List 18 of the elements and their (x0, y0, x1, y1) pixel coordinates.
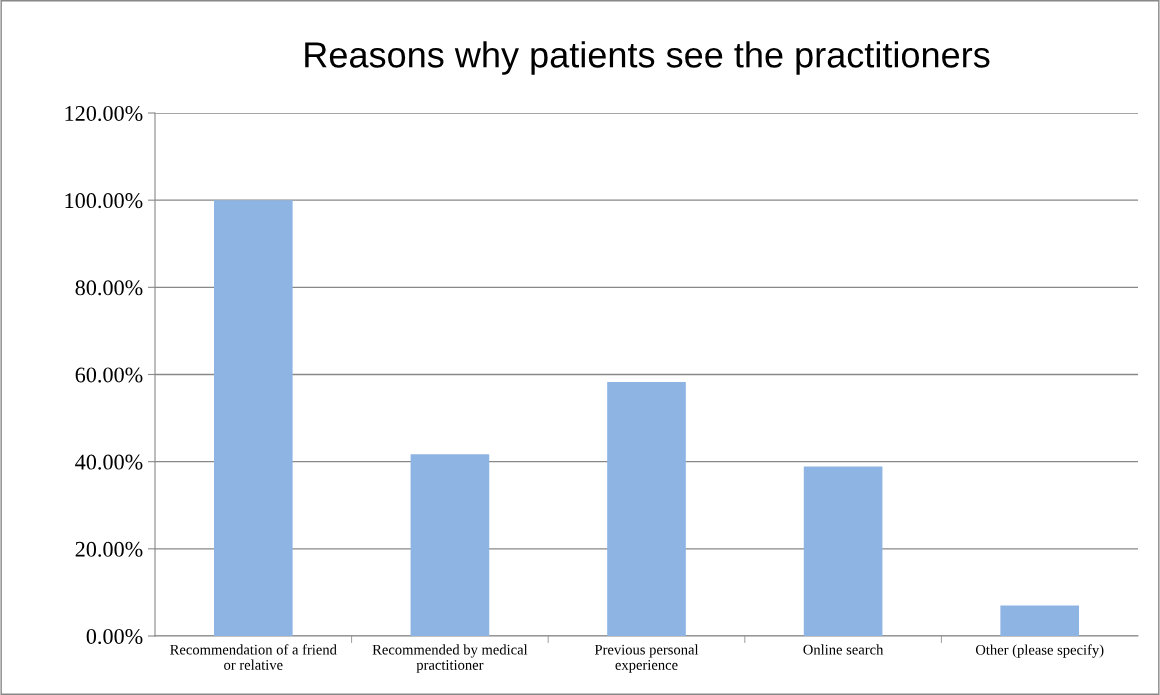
y-tick-label: 40.00% (75, 454, 143, 470)
chart-title: Reasons why patients see the practitioners (305, 41, 990, 75)
bar (1000, 605, 1080, 636)
x-tick-label: Recommended by medical practitioner (372, 644, 528, 673)
bar (213, 200, 293, 636)
y-tick-label: 100.00% (65, 193, 143, 209)
y-tick-label: 20.00% (75, 541, 143, 557)
x-tick-label: Online search (803, 644, 884, 655)
bar (607, 381, 686, 636)
y-tick-label: 60.00% (75, 367, 143, 383)
x-tick-label: Recommendation of a friend or relative (170, 644, 337, 670)
bar (410, 454, 490, 636)
y-tick-label: 120.00% (65, 105, 143, 122)
y-tick-label: 80.00% (75, 280, 143, 296)
bar (803, 466, 883, 636)
x-tick-label: Other (please specify) (975, 644, 1104, 658)
x-tick-label: Previous personal experience (594, 644, 699, 673)
y-tick-label: 0.00% (86, 628, 143, 645)
